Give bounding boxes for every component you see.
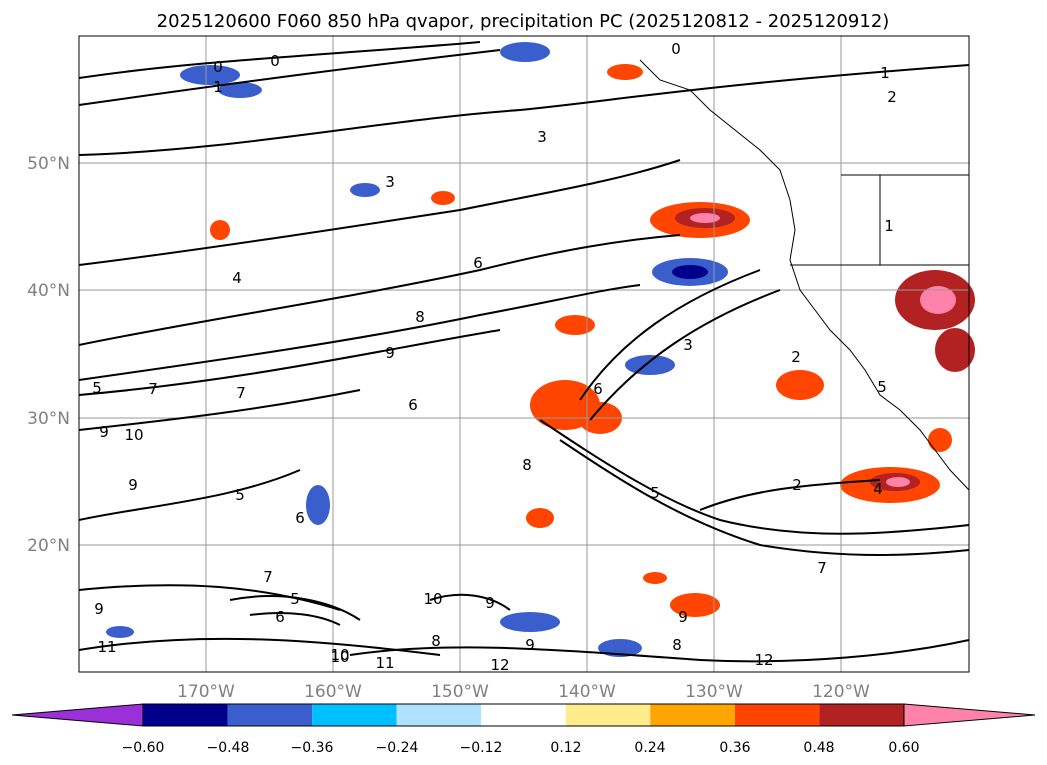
contour-label: 3	[683, 336, 693, 354]
contour-label: 10	[423, 590, 442, 608]
colorbar-segment	[312, 704, 397, 726]
colorbar-tick: 0.36	[719, 740, 750, 756]
lon-label: 170°W	[177, 682, 235, 702]
contour-label: 1	[884, 217, 894, 235]
colorbar-segment	[143, 704, 228, 726]
contour-label: 5	[92, 379, 102, 397]
contour-label: 9	[525, 636, 535, 654]
contour-label: 0	[213, 58, 223, 76]
colorbar-tick: −0.48	[207, 740, 250, 756]
lon-label: 160°W	[304, 682, 362, 702]
contour-label: 6	[593, 380, 603, 398]
contour-label: 4	[873, 480, 883, 498]
contour-label: 4	[232, 269, 242, 287]
map-frame	[78, 35, 970, 673]
precip-fills	[106, 42, 975, 657]
contour-label: 9	[385, 344, 395, 362]
colorbar	[11, 703, 1036, 727]
colorbar-tick: 0.60	[888, 740, 919, 756]
colorbar-tick: 0.24	[634, 740, 665, 756]
contour-label: 10	[330, 648, 349, 666]
colorbar-segment	[819, 704, 904, 726]
contour-label: 7	[236, 384, 246, 402]
colorbar-tick: −0.24	[376, 740, 419, 756]
contour-label: 10	[124, 426, 143, 444]
contour-label: 1	[213, 78, 223, 96]
contour-label: 8	[522, 456, 532, 474]
contour-label: 9	[485, 594, 495, 612]
coastline	[639, 59, 970, 491]
contour-label: 9	[99, 423, 109, 441]
lon-label: 120°W	[812, 682, 870, 702]
contour-label: 7	[817, 559, 827, 577]
map-title: 2025120600 F060 850 hPa qvapor, precipit…	[157, 11, 890, 32]
contour-label: 8	[672, 636, 682, 654]
contour-label: 2	[887, 88, 897, 106]
contour-label: 12	[754, 651, 773, 669]
lon-label: 130°W	[685, 682, 743, 702]
colorbar-tick: −0.12	[460, 740, 503, 756]
contour-label: 9	[128, 476, 138, 494]
colorbar-tick: 0.12	[550, 740, 581, 756]
lat-labels: 50°N 40°N 30°N 20°N	[27, 154, 70, 556]
contour-label: 12	[490, 656, 509, 674]
contour-label: 10	[330, 646, 349, 664]
colorbar-segment	[396, 704, 482, 726]
lat-label: 30°N	[27, 409, 70, 429]
colorbar-segment	[481, 704, 566, 726]
contour-label: 5	[235, 486, 245, 504]
contour-label: 9	[678, 608, 688, 626]
lon-label: 140°W	[558, 682, 616, 702]
colorbar-segment	[734, 704, 820, 726]
contour-label: 2	[791, 348, 801, 366]
graticule	[79, 36, 969, 672]
contour-label: 6	[295, 509, 305, 527]
contour-label: 0	[270, 52, 280, 70]
colorbar-tick: −0.60	[122, 740, 165, 756]
contour-label: 3	[537, 128, 547, 146]
colorbar-tick: −0.36	[291, 740, 334, 756]
contour-label: 7	[148, 380, 158, 398]
contour-label: 7	[263, 568, 273, 586]
contour-label: 6	[275, 608, 285, 626]
contour-label: 6	[473, 254, 483, 272]
contour-label: 8	[415, 308, 425, 326]
qvapor-contours	[78, 41, 970, 663]
lat-label: 40°N	[27, 281, 70, 301]
colorbar-frame	[142, 703, 905, 727]
colorbar-extend-high	[903, 703, 1036, 727]
lat-label: 50°N	[27, 154, 70, 174]
contour-label: 2	[792, 476, 802, 494]
colorbar-segment	[565, 704, 651, 726]
colorbar-extend-low	[11, 703, 144, 727]
colorbar-segment	[227, 704, 313, 726]
colorbar-tick: 0.48	[803, 740, 834, 756]
contour-label: 5	[877, 378, 887, 396]
lat-label: 20°N	[27, 536, 70, 556]
contour-label: 5	[290, 590, 300, 608]
colorbar-segment	[650, 704, 735, 726]
lon-labels: 170°W 160°W 150°W 140°W 130°W 120°W	[177, 682, 870, 702]
contour-label: 0	[671, 40, 681, 58]
contour-label: 6	[408, 396, 418, 414]
contour-label: 3	[385, 173, 395, 191]
map-background	[79, 36, 969, 672]
lon-label: 150°W	[431, 682, 489, 702]
contour-label: 5	[650, 484, 660, 502]
colorbar-ticks: −0.60 −0.48 −0.36 −0.24 −0.12 0.12 0.24 …	[122, 740, 920, 756]
contour-label: 11	[375, 654, 394, 672]
contour-label: 9	[94, 600, 104, 618]
contour-label: 1	[880, 64, 890, 82]
contour-label: 11	[97, 638, 116, 656]
contour-label: 8	[431, 632, 441, 650]
